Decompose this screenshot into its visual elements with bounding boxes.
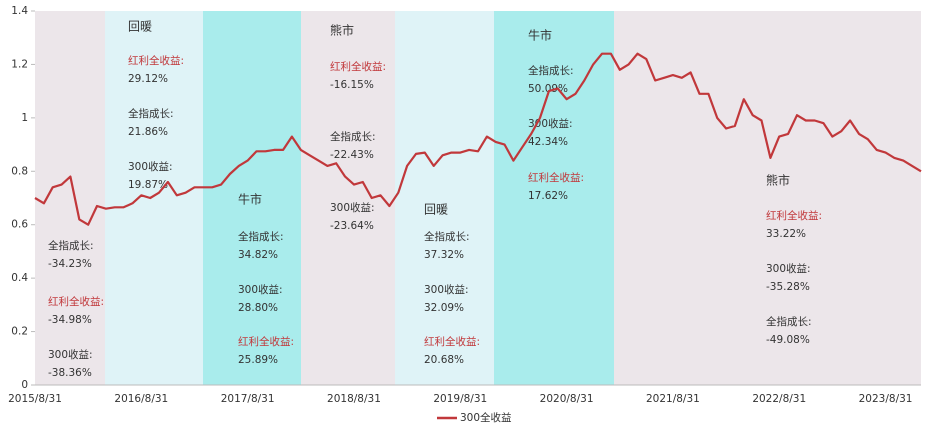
stat-value: 17.62% — [528, 190, 568, 202]
bull-band — [494, 11, 614, 385]
stat-value: 34.82% — [238, 249, 278, 261]
y-tick-label: 1.2 — [11, 58, 28, 70]
x-tick-label: 2018/8/31 — [327, 393, 381, 405]
stat-label: 300收益: — [330, 201, 375, 214]
period-title: 熊市 — [766, 173, 790, 188]
y-tick-label: 1.4 — [11, 5, 28, 17]
stat-value: 20.68% — [424, 354, 464, 366]
y-tick-label: 0.8 — [11, 165, 28, 177]
x-tick-label: 2022/8/31 — [752, 393, 806, 405]
stat-label: 红利全收益: — [528, 171, 584, 184]
stat-label: 300收益: — [766, 262, 811, 275]
bear-band — [35, 11, 105, 385]
stat-value: -22.43% — [330, 149, 374, 161]
stat-label: 全指成长: — [128, 107, 174, 120]
stat-value: -34.23% — [48, 258, 92, 270]
period-title: 牛市 — [238, 192, 262, 207]
stat-value: 28.80% — [238, 302, 278, 314]
stat-value: -35.28% — [766, 281, 810, 293]
stat-label: 全指成长: — [528, 64, 574, 77]
y-tick-label: 0.6 — [11, 219, 28, 231]
stat-label: 红利全收益: — [330, 60, 386, 73]
stat-value: -38.36% — [48, 367, 92, 379]
x-tick-label: 2017/8/31 — [221, 393, 275, 405]
period-title: 熊市 — [330, 23, 354, 38]
stat-value: -49.08% — [766, 334, 810, 346]
period-title: 回暖 — [424, 203, 448, 217]
stat-value: -34.98% — [48, 314, 92, 326]
stat-label: 300收益: — [424, 283, 469, 296]
period-title: 回暖 — [128, 20, 152, 34]
bull-band — [203, 11, 301, 385]
x-tick-label: 2015/8/31 — [8, 393, 62, 405]
stat-label: 红利全收益: — [128, 54, 184, 67]
x-tick-label: 2020/8/31 — [540, 393, 594, 405]
stat-label: 红利全收益: — [424, 335, 480, 348]
stat-label: 红利全收益: — [238, 335, 294, 348]
stat-value: 21.86% — [128, 126, 168, 138]
y-tick-label: 1 — [21, 112, 28, 124]
stat-value: -16.15% — [330, 79, 374, 91]
stat-value: 37.32% — [424, 249, 464, 261]
y-tick-label: 0.2 — [11, 326, 28, 338]
period-bands — [35, 11, 921, 385]
stat-label: 红利全收益: — [48, 295, 104, 308]
stat-value: 42.34% — [528, 136, 568, 148]
stat-label: 300收益: — [128, 160, 173, 173]
stat-label: 全指成长: — [238, 230, 284, 243]
stat-value: 29.12% — [128, 73, 168, 85]
stat-label: 全指成长: — [424, 230, 470, 243]
x-tick-label: 2016/8/31 — [114, 393, 168, 405]
stat-value: -23.64% — [330, 220, 374, 232]
y-tick-label: 0.4 — [11, 272, 28, 284]
stat-label: 300收益: — [48, 348, 93, 361]
stat-label: 全指成长: — [766, 315, 812, 328]
x-tick-label: 2021/8/31 — [646, 393, 700, 405]
stat-value: 33.22% — [766, 228, 806, 240]
stat-value: 50.09% — [528, 83, 568, 95]
stat-label: 红利全收益: — [766, 209, 822, 222]
recovery-band — [395, 11, 494, 385]
y-tick-label: 0 — [21, 379, 28, 391]
recovery-band — [105, 11, 203, 385]
bear-band — [301, 11, 395, 385]
stat-value: 25.89% — [238, 354, 278, 366]
stat-value: 32.09% — [424, 302, 464, 314]
x-tick-label: 2023/8/31 — [859, 393, 913, 405]
stat-value: 19.87% — [128, 179, 168, 191]
legend-label: 300全收益 — [460, 411, 512, 424]
data-line — [34, 52, 922, 226]
bear-band — [614, 11, 921, 385]
period-title: 牛市 — [528, 28, 552, 43]
stat-label: 300收益: — [238, 283, 283, 296]
x-tick-label: 2019/8/31 — [433, 393, 487, 405]
stat-label: 全指成长: — [330, 130, 376, 143]
stat-label: 全指成长: — [48, 239, 94, 252]
